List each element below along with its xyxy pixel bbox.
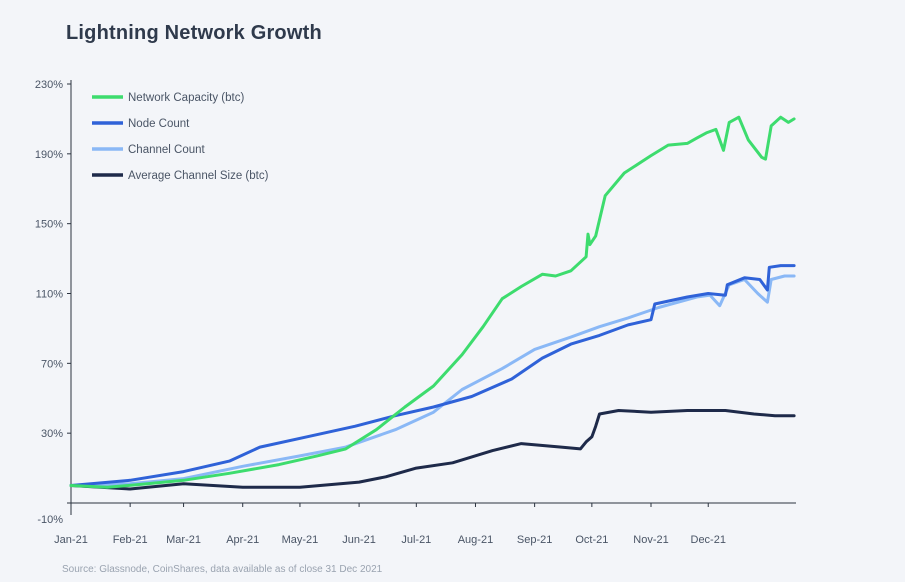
source-note: Source: Glassnode, CoinShares, data avai…: [62, 564, 383, 575]
y-tick-label: 70%: [41, 358, 63, 370]
legend-label: Node Count: [128, 118, 190, 130]
y-tick-label: -10%: [37, 514, 63, 526]
axes: -10% 30% 70% 110% 150% 190% 230% Jan-21 Feb-21 Ma…: [35, 79, 796, 546]
x-tick-label: May-21: [282, 534, 319, 546]
legend-label: Channel Count: [128, 144, 206, 156]
series-line-node-count: [69, 264, 796, 487]
legend: Network Capacity (btc) Node Count Channel …: [92, 92, 269, 182]
y-tick-label: 110%: [36, 289, 64, 301]
series-line-average-channel-size-btc: [69, 409, 796, 491]
series-line-channel-count: [69, 274, 796, 487]
x-tick-label: Feb-21: [113, 534, 148, 546]
x-tick-label: Dec-21: [691, 534, 726, 546]
legend-label: Average Channel Size (btc): [128, 170, 269, 182]
x-tick-label: Mar-21: [166, 534, 201, 546]
chart-title: Lightning Network Growth: [66, 22, 322, 44]
series-line-network-capacity-btc: [69, 115, 796, 489]
y-tick-label: 230%: [35, 79, 63, 91]
x-tick-label: Jul-21: [401, 534, 431, 546]
x-tick-label: Nov-21: [633, 534, 668, 546]
x-tick-label: Jan-21: [54, 534, 88, 546]
y-tick-label: 30%: [41, 428, 63, 440]
x-tick-label: Sep-21: [517, 534, 552, 546]
y-tick-label: 150%: [35, 219, 63, 231]
x-tick-label: Jun-21: [342, 534, 376, 546]
y-tick-label: 190%: [35, 149, 63, 161]
legend-label: Network Capacity (btc): [128, 92, 244, 104]
series-layer: [69, 115, 796, 491]
x-tick-label: Aug-21: [458, 534, 493, 546]
x-tick-label: Apr-21: [226, 534, 259, 546]
x-tick-label: Oct-21: [575, 534, 608, 546]
